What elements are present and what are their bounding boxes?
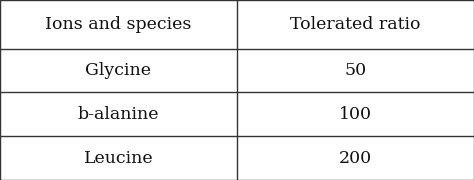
Text: Glycine: Glycine (85, 62, 152, 79)
Text: Ions and species: Ions and species (46, 16, 191, 33)
Text: b-alanine: b-alanine (78, 106, 159, 123)
Text: 100: 100 (339, 106, 372, 123)
Text: 50: 50 (345, 62, 366, 79)
Text: Tolerated ratio: Tolerated ratio (290, 16, 421, 33)
Text: 200: 200 (339, 150, 372, 166)
Text: Leucine: Leucine (84, 150, 153, 166)
